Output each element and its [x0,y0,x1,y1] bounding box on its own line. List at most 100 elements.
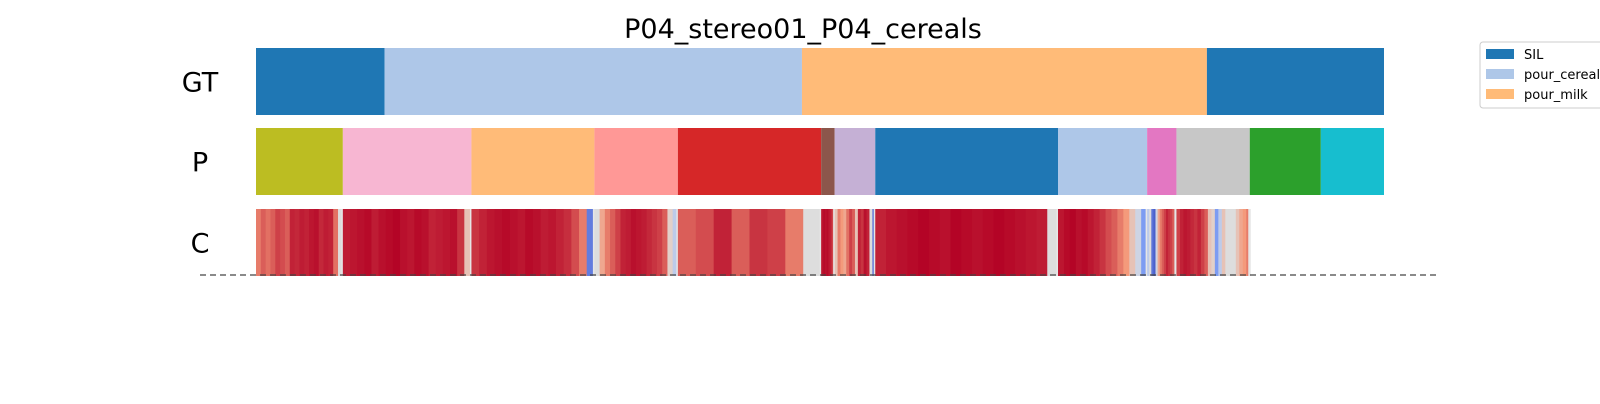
confidence-cell [1129,209,1136,276]
confidence-cell [1170,209,1173,276]
confidence-cell [364,209,372,276]
row-label: C [191,229,210,260]
confidence-cell [826,209,828,276]
confidence-cell [555,209,565,276]
confidence-cell [860,209,865,276]
confidence-cell [604,209,611,276]
confidence-cell [571,209,580,276]
confidence-cell [1015,209,1027,276]
confidence-cell [338,209,344,276]
segment-boundary [1145,209,1149,276]
legend-swatch [1486,49,1514,59]
confidence-cell [827,209,829,276]
segment-boundary [469,209,473,276]
confidence-cell [350,209,358,276]
confidence-cell [672,209,679,276]
row-label: GT [182,68,219,99]
confidence-cell [540,209,549,276]
confidence-cell [834,209,839,276]
confidence-cell [1093,209,1101,276]
confidence-cell [950,209,962,276]
confidence-cell [1163,209,1167,276]
confidence-cell [667,209,674,276]
legend-swatch [1486,69,1514,79]
confidence-cell [1193,209,1198,276]
confidence-cell [767,209,786,276]
confidence-cell [863,209,868,276]
confidence-cell [517,209,526,276]
confidence-cell [907,209,919,276]
confidence-cell [615,209,621,276]
confidence-cell [265,209,271,276]
confidence-cell [1063,209,1071,276]
confidence-cell [982,209,995,276]
confidence-cell [304,209,310,276]
confidence-cell [1111,209,1118,276]
confidence-cell [1159,209,1163,276]
confidence-cell [1197,209,1202,276]
confidence-cell [1075,209,1083,276]
confidence-cell [610,209,616,276]
confidence-cell [1149,209,1152,276]
confidence-cell [830,209,832,276]
confidence-cell [502,209,511,276]
confidence-cell [822,209,825,276]
confidence-cell [579,209,588,276]
segment-boundary [1056,209,1060,276]
confidence-cell [620,209,627,276]
confidence-cell [357,209,365,276]
confidence-cell [270,209,276,276]
confidence-cell [1081,209,1089,276]
segment-boundary [833,209,836,276]
confidence-cell [586,209,595,276]
confidence-cell [1165,209,1169,276]
segment [1249,128,1321,195]
segment [256,48,385,115]
segment [1058,128,1148,195]
confidence-cell [929,209,941,276]
confidence-cell [896,209,909,276]
row-c: C [191,209,1251,276]
confidence-cell [1141,209,1148,276]
confidence-cell [1069,209,1077,276]
confidence-cell [1087,209,1095,276]
confidence-cell [1235,209,1240,276]
confidence-cell [852,209,856,276]
segment [821,128,835,195]
confidence-cell [1211,209,1216,276]
confidence-cell [1155,209,1159,276]
segment-boundary [1174,209,1178,276]
confidence-cell [1105,209,1112,276]
confidence-cell [392,209,401,276]
legend-label: pour_cereals [1524,68,1600,83]
segment [1206,48,1384,115]
confidence-cell [1004,209,1016,276]
confidence-cell [400,209,408,276]
confidence-cell [385,209,394,276]
confidence-cell [294,209,300,276]
confidence-cell [869,209,873,276]
segment-boundary [592,209,596,276]
confidence-cell [525,209,534,276]
confidence-cell [625,209,632,276]
confidence-cell [825,209,828,276]
legend-label: SIL [1524,48,1544,63]
confidence-cell [1186,209,1191,276]
confidence-cell [1025,209,1038,276]
confidence-cell [1242,209,1247,276]
row-p: P [192,128,1384,195]
confidence-cell [831,209,833,276]
confidence-cell [532,209,542,276]
confidence-cell [1221,209,1226,276]
confidence-cell [594,209,601,276]
confidence-cell [846,209,850,276]
confidence-cell [749,209,768,276]
confidence-cell [1228,209,1233,276]
confidence-cell [1153,209,1156,276]
confidence-cell [479,209,488,276]
confidence-cell [1157,209,1161,276]
confidence-cell [333,209,339,276]
confidence-cell [695,209,715,276]
segment-boundary [341,209,344,276]
